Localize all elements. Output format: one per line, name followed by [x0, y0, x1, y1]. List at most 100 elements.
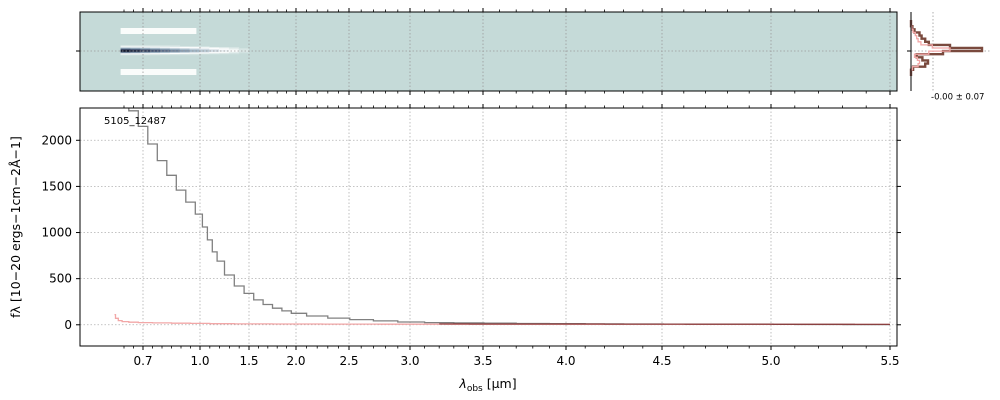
trace-cell	[179, 49, 190, 51]
trace-cell	[130, 53, 141, 55]
trace-cell	[179, 46, 190, 48]
trace-cell	[169, 52, 181, 54]
trace-cell	[150, 54, 161, 56]
trace-halo-upper	[120, 28, 197, 34]
trace-cell	[209, 51, 220, 53]
trace-cell	[150, 51, 161, 53]
trace-cell	[199, 50, 210, 52]
trace-cell	[179, 50, 190, 52]
trace-cell	[189, 53, 200, 55]
trace-cell	[130, 51, 141, 53]
trace-cell	[199, 49, 210, 51]
spectrum-2d-panel	[76, 8, 898, 95]
trace-halo-lower	[120, 69, 197, 75]
trace-cell	[160, 52, 171, 54]
trace-cell	[150, 45, 161, 47]
spectrum-2d-ticks	[76, 8, 891, 95]
trace-cell	[189, 49, 200, 51]
plot-background	[80, 108, 897, 346]
trace-cell	[120, 46, 131, 48]
y-tick-label: 500	[49, 272, 72, 286]
trace-cell	[130, 50, 141, 52]
trace-cell	[140, 47, 151, 49]
trace-cell	[130, 46, 141, 48]
trace-cell	[189, 51, 200, 53]
trace-cell	[160, 49, 171, 51]
trace-cell	[219, 51, 230, 53]
trace-cell	[169, 49, 181, 51]
trace-cell	[219, 47, 230, 49]
trace-cell	[130, 54, 141, 56]
trace-cell	[179, 48, 190, 50]
object-id-label: 5105_12487	[104, 116, 166, 127]
trace-cell	[120, 49, 131, 51]
x-tick-label: 2.5	[339, 354, 358, 368]
trace-cell	[179, 53, 190, 55]
profile-lines	[909, 20, 984, 76]
profile-series-0	[909, 20, 984, 76]
trace-cell	[130, 52, 141, 54]
trace-cell	[120, 53, 131, 55]
trace-cell	[209, 47, 220, 49]
trace-cell	[160, 45, 171, 47]
x-tick-label: 0.7	[133, 354, 152, 368]
trace-cell	[238, 52, 249, 54]
trace-cell	[228, 48, 240, 50]
trace-cell	[219, 49, 230, 51]
trace-cell	[150, 46, 161, 48]
x-tick-label: 5.0	[761, 354, 780, 368]
trace-cell	[179, 52, 190, 54]
trace-cell	[189, 48, 200, 50]
trace-cell	[189, 47, 200, 49]
trace-cell	[179, 51, 190, 53]
trace-cell	[238, 50, 249, 52]
trace-cell	[189, 46, 200, 48]
spectrum-1d-panel: 0.7 1.0 1.5 2.0 2.5 3.0 3.5 4.0 4.5 5.0 5.5 0 500 100…	[8, 104, 901, 394]
profile-panel: -0.00 ± 0.07	[907, 12, 990, 103]
trace-cell	[238, 51, 249, 53]
trace-cell	[169, 47, 181, 49]
y-tick-label: 1000	[41, 226, 72, 240]
trace-cell	[179, 47, 190, 49]
y-axis-label: fλ [10−20 ergs−1cm−2Å−1]	[8, 136, 23, 318]
trace-cell	[130, 49, 141, 51]
y-tick-label: 0	[64, 318, 72, 332]
trace-cell	[140, 51, 151, 53]
trace-cell	[120, 52, 131, 54]
x-tick-label: 3.5	[473, 354, 492, 368]
trace-cell	[150, 47, 161, 49]
trace-cell	[228, 49, 240, 51]
trace-cell	[199, 51, 210, 53]
trace-cell	[150, 48, 161, 50]
trace-cell	[199, 48, 210, 50]
trace-cell	[199, 46, 210, 48]
trace-cell	[169, 48, 181, 50]
gridlines	[80, 108, 897, 346]
y-tick-label: 2000	[41, 133, 72, 147]
trace-cell	[169, 46, 181, 48]
trace-cell	[209, 49, 220, 51]
trace-cell	[179, 54, 190, 56]
trace-cell	[160, 47, 171, 49]
trace-cell	[238, 49, 249, 51]
profile-annotation: -0.00 ± 0.07	[931, 93, 984, 103]
trace-cell	[160, 53, 171, 55]
trace-cell	[160, 51, 171, 53]
x-tick-label: 3.0	[400, 354, 419, 368]
x-tick-label: 4.0	[556, 354, 575, 368]
x-axis-label-unit: [μm]	[483, 376, 517, 391]
trace-cell	[189, 52, 200, 54]
trace-cell	[140, 54, 151, 56]
trace-cell	[140, 50, 151, 52]
series-group	[114, 108, 890, 326]
trace-cell	[209, 48, 220, 50]
trace-cell	[150, 50, 161, 52]
trace-cell	[150, 53, 161, 55]
trace-cell	[199, 52, 210, 54]
trace-cell	[199, 53, 210, 55]
plot-frame	[79, 107, 898, 347]
x-tick-label: 1.0	[190, 354, 209, 368]
trace-cell	[130, 48, 141, 50]
trace-cell	[120, 47, 131, 49]
